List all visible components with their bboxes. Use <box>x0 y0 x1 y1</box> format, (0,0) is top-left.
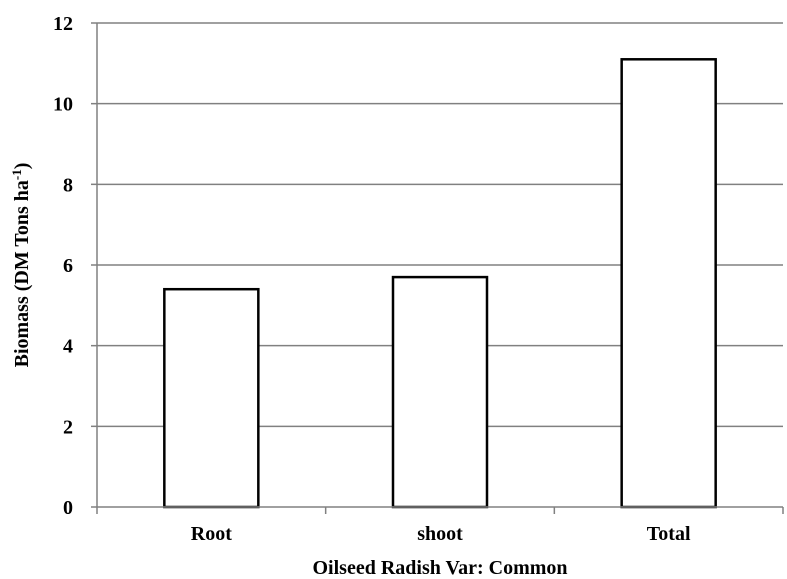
y-axis-title-suffix: ) <box>11 163 33 170</box>
axes <box>91 22 784 514</box>
y-tick-label: 0 <box>63 497 73 519</box>
y-tick-labels: 0 2 4 6 8 10 12 <box>53 13 73 519</box>
y-tick-label: 6 <box>63 255 73 277</box>
bar-shoot <box>391 275 489 509</box>
bars <box>163 58 717 509</box>
y-tick-label: 10 <box>53 94 73 116</box>
y-axis-title-superscript: -1 <box>9 169 24 180</box>
x-axis-title: Oilseed Radish Var: Common <box>312 557 567 579</box>
x-tick-label: shoot <box>417 523 463 545</box>
bar-root <box>163 287 260 509</box>
x-tick-label: Total <box>647 523 691 545</box>
y-tick-label: 2 <box>63 416 73 438</box>
x-tick-label: Root <box>191 523 232 545</box>
y-tick-label: 4 <box>63 336 73 358</box>
y-axis-title-main: Biomass (DM Tons ha <box>11 180 33 367</box>
y-tick-label: 12 <box>53 13 73 35</box>
x-tick-labels: Root shoot Total <box>191 523 691 545</box>
y-tick-label: 8 <box>63 174 73 196</box>
bar-total <box>620 58 717 509</box>
y-axis-title: Biomass (DM Tons ha-1) <box>9 163 33 368</box>
